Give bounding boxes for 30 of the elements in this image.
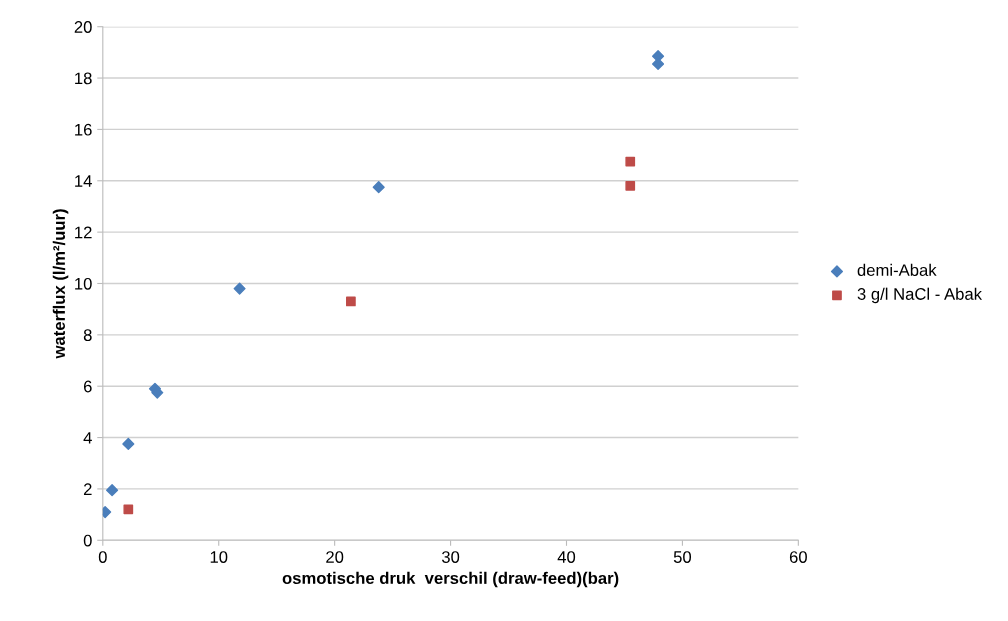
y-tick-label: 16 [75,123,92,136]
y-tick-label: 4 [83,432,92,444]
y-tick-label: 14 [75,175,92,187]
point [625,156,636,167]
point [625,181,636,191]
x-tick-label: 50 [673,551,692,563]
point [372,181,385,194]
y-tick-label: 2 [83,483,92,495]
x-axis-title: osmotische druk verschil (draw-feed)(bar) [282,571,619,588]
x-tick-label: 20 [326,551,344,563]
y-tick-label: 10 [75,277,92,290]
y-tick-label: 20 [74,21,92,33]
y-axis-title: waterflux (l/m²/uur) [52,209,69,359]
x-tick-label: 40 [557,551,576,563]
x-tick-label: 0 [98,551,107,563]
point [346,296,356,307]
y-tick-label: 8 [83,329,92,342]
x-tick-label: 30 [441,551,460,563]
y-tick-label: 0 [83,534,92,547]
legend-label: 3 g/l NaCl - Abak [857,287,983,304]
point [123,504,134,515]
point [106,484,119,497]
y-tick-label: 18 [75,72,92,85]
y-tick-label: 12 [75,226,92,239]
y-tick-label: 6 [83,380,92,393]
point [233,282,246,295]
x-tick-label: 10 [210,551,228,563]
point [122,437,135,451]
legend-label: demi-Abak [857,263,937,277]
x-tick-label: 60 [789,551,807,563]
